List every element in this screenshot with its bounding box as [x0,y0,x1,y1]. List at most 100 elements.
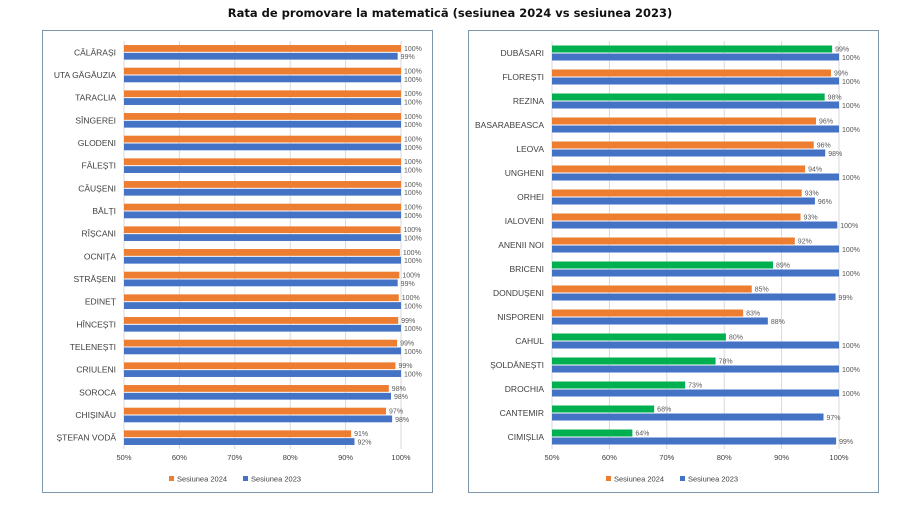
data-label-2023: 100% [404,326,422,333]
bar-2023 [124,52,398,60]
category-label: DROCHIA [505,384,545,394]
data-label-2024: 93% [804,215,818,222]
bar-2024 [552,213,801,221]
bar-2024 [124,158,401,166]
data-label-2024: 99% [400,341,414,348]
bar-2024 [124,317,399,324]
bar-2024 [552,333,726,341]
bar-2023 [124,279,398,287]
bar-2024 [124,407,387,415]
category-label: LEOVA [516,144,544,154]
bar-2024 [124,135,401,143]
legend-label-2023: Sesiunea 2023 [688,475,738,484]
category-label: UNGHENI [505,168,544,178]
data-label-2023: 92% [357,439,371,446]
data-label-2024: 68% [657,407,671,414]
data-label-2023: 100% [840,223,858,230]
bar-2024 [124,203,401,211]
data-label-2024: 89% [776,263,790,270]
bar-2023 [552,293,836,301]
category-label: DUBĂSARI [501,48,544,58]
data-label-2023: 100% [842,103,860,110]
category-label: SOROCA [79,387,116,397]
data-label-2023: 100% [842,247,860,254]
bar-2023 [552,389,839,397]
data-label-2024: 96% [817,143,831,150]
data-label-2023: 99% [401,54,415,61]
data-label-2024: 100% [404,69,422,76]
category-label: ȘOLDĂNEȘTI [490,360,544,370]
bar-2023 [552,269,839,277]
category-label: TELENEȘTI [70,342,116,352]
bar-2024 [552,309,744,317]
data-label-2024: 98% [828,95,842,102]
data-label-2023: 100% [404,371,422,378]
data-label-2024: 64% [635,431,649,438]
bar-2024 [552,45,833,53]
x-tick-label: 100% [829,453,849,462]
x-tick-label: 70% [227,453,242,462]
bar-chart-left: 50% 60% 70% 80% 90% 100%CĂLĂRAȘI 100%99%UTA GĂ… [54,41,422,484]
x-tick-label: 90% [774,453,789,462]
bar-2024 [124,362,396,370]
bar-2023 [552,365,839,373]
bar-2024 [124,271,400,279]
data-label-2024: 100% [403,227,421,234]
category-label: REZINA [513,96,545,106]
bar-2024 [124,90,401,98]
bar-2023 [124,392,392,400]
category-label: CRIULENI [76,365,116,375]
data-label-2023: 98% [394,394,408,401]
category-label: FLOREȘTI [502,72,544,82]
data-label-2023: 100% [404,99,422,106]
bar-2024 [124,339,398,347]
data-label-2023: 100% [404,190,422,197]
bar-2023 [552,317,768,325]
data-label-2023: 98% [828,151,842,158]
data-label-2023: 100% [842,271,860,278]
data-label-2024: 98% [392,386,406,393]
data-label-2024: 100% [404,46,422,53]
data-label-2023: 98% [395,417,409,424]
legend-swatch-2024 [606,476,611,481]
data-label-2023: 100% [404,167,422,174]
bar-2024 [552,285,752,293]
data-label-2023: 99% [839,439,853,446]
bar-2023 [124,143,401,151]
bar-2024 [124,430,352,438]
x-tick-label: 80% [283,453,298,462]
data-label-2023: 100% [404,303,422,310]
bar-2023 [124,120,401,128]
x-tick-label: 100% [391,453,411,462]
bar-2023 [124,324,401,332]
data-label-2024: 99% [398,363,412,370]
category-label: CĂLĂRAȘI [74,47,116,57]
data-label-2023: 100% [404,349,422,356]
data-label-2024: 100% [404,205,422,212]
x-tick-label: 60% [602,453,617,462]
category-label: BRICENI [510,264,544,274]
data-label-2024: 85% [755,287,769,294]
data-label-2024: 83% [746,311,760,318]
bar-2023 [124,211,401,219]
bar-2023 [552,125,839,133]
bar-2023 [124,256,401,264]
category-label: EDINEȚ [85,297,116,307]
data-label-2023: 100% [404,213,422,220]
bar-2023 [124,415,393,423]
data-label-2023: 100% [842,367,860,374]
x-tick-label: 50% [544,453,559,462]
chart-title: Rata de promovare la matematică (sesiune… [227,6,673,20]
data-label-2024: 73% [688,383,702,390]
x-tick-label: 70% [659,453,674,462]
category-label: BASARABEASCA [475,120,544,130]
data-label-2024: 100% [404,114,422,121]
bar-2024 [552,357,716,365]
bar-2024 [552,141,814,149]
bar-2023 [124,75,401,83]
bar-2023 [124,234,401,241]
bar-2024 [124,113,401,120]
bar-2024 [552,261,773,269]
bar-2023 [124,302,401,309]
category-label: DONDUȘENI [493,288,544,298]
